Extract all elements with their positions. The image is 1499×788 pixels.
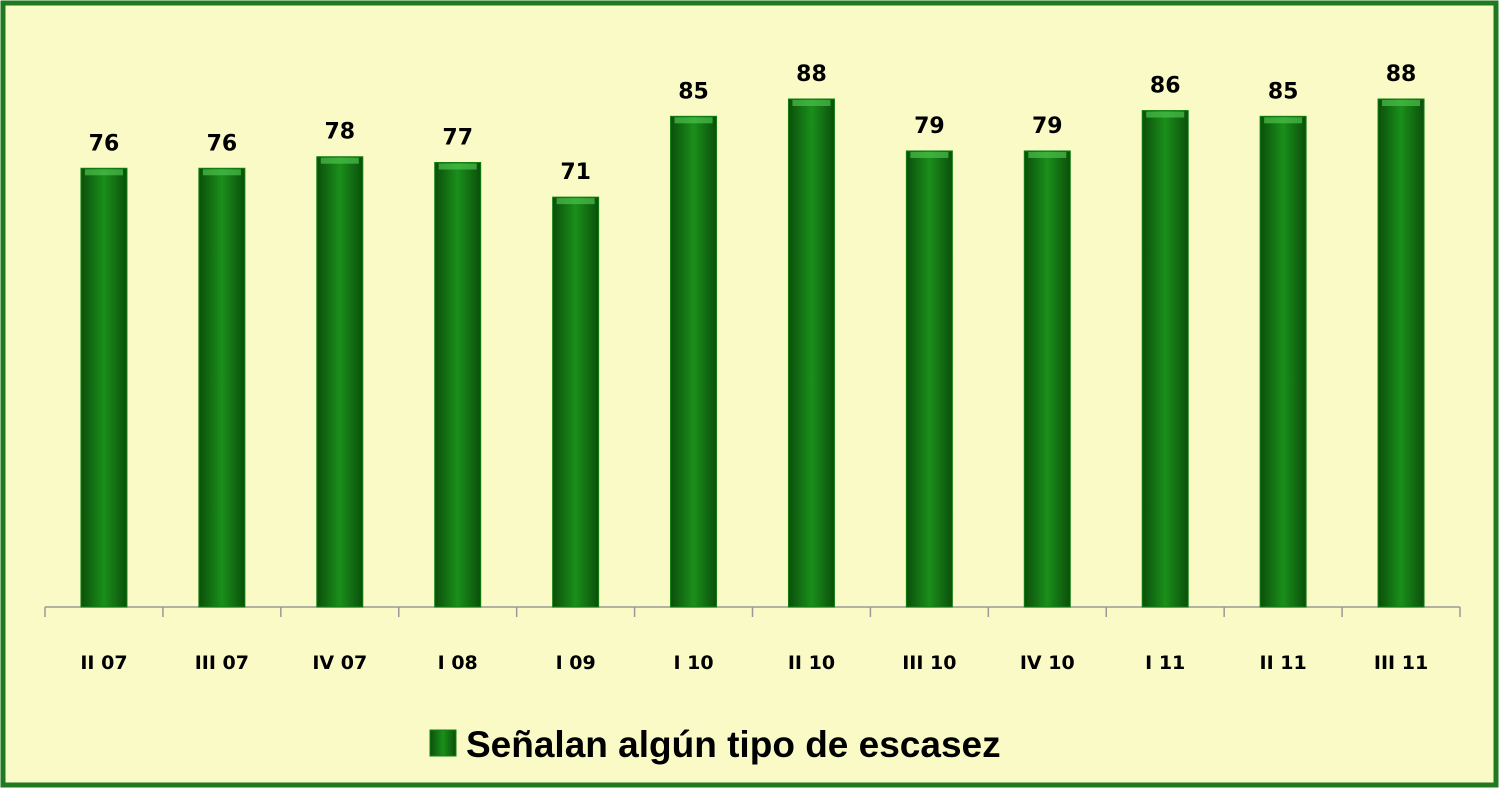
data-label: 88 bbox=[1386, 62, 1417, 87]
bar bbox=[1259, 115, 1307, 608]
x-tick-label: III 07 bbox=[195, 652, 249, 674]
bar-bevel bbox=[1382, 100, 1421, 106]
bar-bevel bbox=[320, 157, 359, 164]
data-label: 77 bbox=[442, 126, 473, 151]
x-tick-label: IV 10 bbox=[1020, 652, 1075, 674]
bar-bevel bbox=[674, 117, 713, 124]
bar-bevel bbox=[1146, 111, 1185, 118]
bar bbox=[1141, 110, 1189, 608]
x-tick-label: II 10 bbox=[788, 652, 835, 674]
data-label: 85 bbox=[1268, 79, 1299, 104]
x-tick-label: I 10 bbox=[673, 652, 713, 674]
x-tick-label: I 11 bbox=[1145, 652, 1185, 674]
data-label: 79 bbox=[1032, 114, 1063, 139]
data-label: 79 bbox=[914, 114, 945, 139]
bar-bevel bbox=[556, 198, 595, 205]
data-label: 88 bbox=[796, 62, 827, 87]
bar bbox=[80, 167, 128, 608]
bar bbox=[1023, 150, 1071, 608]
x-tick-label: III 10 bbox=[902, 652, 956, 674]
x-tick-label: IV 07 bbox=[312, 652, 367, 674]
bar bbox=[1377, 98, 1425, 608]
bar bbox=[552, 196, 600, 608]
x-tick-label: II 11 bbox=[1260, 652, 1307, 674]
bar bbox=[198, 167, 246, 608]
x-tick-label: III 11 bbox=[1374, 652, 1428, 674]
bar bbox=[787, 98, 835, 608]
bar bbox=[670, 115, 718, 608]
data-label: 86 bbox=[1150, 74, 1181, 99]
legend-label: Señalan algún tipo de escasez bbox=[466, 724, 1001, 765]
data-label: 71 bbox=[560, 160, 591, 185]
data-label: 85 bbox=[678, 79, 709, 104]
data-label: 76 bbox=[89, 131, 120, 156]
bar-bevel bbox=[438, 163, 477, 170]
bar bbox=[316, 156, 364, 608]
x-tick-label: I 09 bbox=[556, 652, 596, 674]
bar-bevel bbox=[1028, 151, 1067, 158]
bar bbox=[434, 162, 482, 608]
x-tick-label: I 08 bbox=[438, 652, 478, 674]
bar-bevel bbox=[84, 169, 123, 176]
bar bbox=[905, 150, 953, 608]
data-label: 76 bbox=[207, 131, 238, 156]
data-label: 78 bbox=[324, 120, 355, 145]
legend-swatch bbox=[429, 729, 457, 757]
bar-bevel bbox=[1264, 117, 1303, 124]
bar-bevel bbox=[792, 100, 831, 106]
bar-bevel bbox=[910, 151, 949, 158]
bar-bevel bbox=[202, 169, 241, 176]
x-tick-label: II 07 bbox=[80, 652, 127, 674]
